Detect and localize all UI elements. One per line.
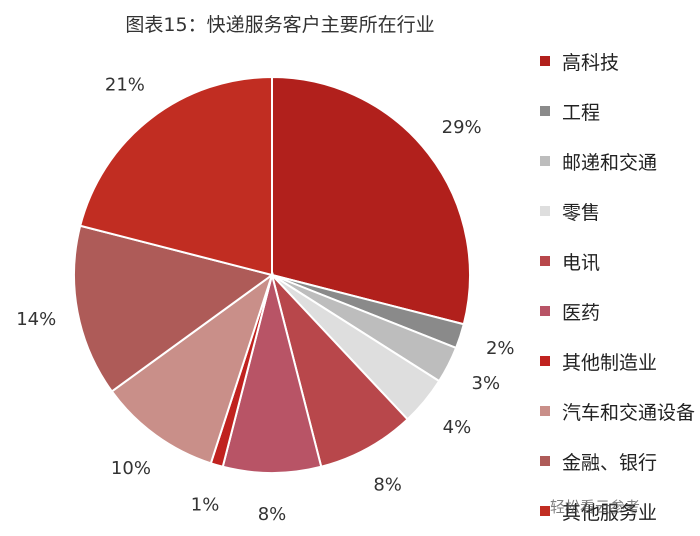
legend-label: 邮递和交通 [562,151,658,174]
chart-title: 图表15：快递服务客户主要所在行业 [125,14,435,36]
legend-item: 电讯 [540,236,700,286]
legend-label: 零售 [562,201,601,224]
legend-item: 邮递和交通 [540,136,700,186]
legend-label: 汽车和交通设备 [562,401,696,424]
slice-label: 21% [105,74,145,95]
slice-label: 4% [443,417,472,438]
legend-swatch [540,106,550,116]
legend-swatch [540,156,550,166]
legend-item: 其他制造业 [540,336,700,386]
pie-slice [271,274,409,468]
slice-label: 10% [111,458,151,479]
legend-label: 其他服务业 [562,501,658,524]
legend-label: 电讯 [562,251,601,274]
pie-slice [79,75,273,277]
legend-swatch [540,506,550,516]
legend-label: 医药 [562,301,601,324]
legend: 高科技工程邮递和交通零售电讯医药其他制造业汽车和交通设备 金融、银行其他服务业 [540,36,700,536]
legend-item: 汽车和交通设备 [540,386,700,436]
pie-slice [110,272,274,465]
pie-chart: 29% 2% 3% 4% 8% 8% 1% 10% 14% 21% [16,74,515,525]
pie-slice [73,224,275,393]
legend-item: 医药 [540,286,700,336]
pie-slice [271,75,471,326]
legend-label: 其他制造业 [562,351,658,374]
legend-item: 工程 [540,86,700,136]
legend-swatch [540,306,550,316]
legend-label: 工程 [562,101,601,124]
slice-label: 3% [472,373,501,394]
pie-slice [221,274,323,474]
legend-swatch [540,206,550,216]
legend-item: 高科技 [540,36,700,86]
slice-label: 8% [258,504,287,525]
legend-label: 金融、银行 [562,451,658,474]
slice-label: 1% [191,494,220,515]
legend-swatch [540,256,550,266]
legend-label: 高科技 [562,51,620,74]
slice-label: 29% [442,117,482,138]
legend-swatch [540,56,550,66]
legend-item: 零售 [540,186,700,236]
slice-label: 8% [373,474,402,495]
legend-swatch [540,456,550,466]
watermark: 轻松看云参考 [550,498,641,516]
legend-item: 金融、银行 [540,436,700,486]
legend-swatch [540,356,550,366]
slice-label: 14% [16,309,56,330]
legend-swatch [540,406,550,416]
slice-label: 2% [486,338,515,359]
legend-item: 其他服务业 [540,486,700,536]
